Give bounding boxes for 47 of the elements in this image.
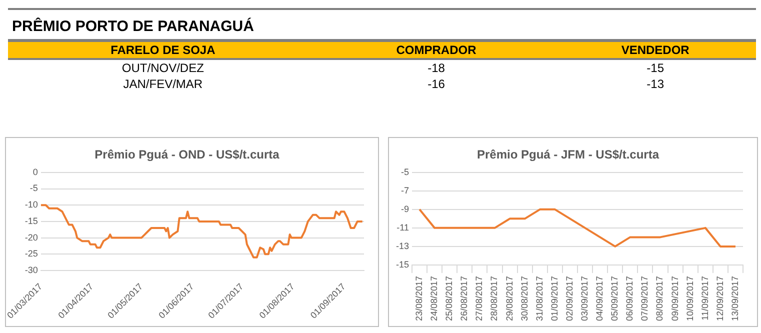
y-tick-label: -11 [396,222,410,232]
y-tick-label: -15 [24,216,38,226]
y-tick-label: -9 [400,204,410,214]
x-tick-label: 11/09/2017 [700,276,710,320]
y-tick-label: -13 [396,240,410,251]
x-tick-label: 03/09/2017 [580,276,590,322]
x-tick-label: 09/09/2017 [670,276,680,322]
x-tick-label: 06/09/2017 [624,276,635,322]
chart-title: Prêmio Pguá - JFM - US$/t.curta [476,148,660,162]
chart-title: Prêmio Pguá - OND - US$/t.curta [94,148,280,162]
category-label: OUT/NOV/DEZ [120,60,205,76]
x-tick-label: 27/08/2017 [474,276,484,322]
y-tick-label: -20 [24,232,38,242]
y-tick-label: -30 [24,264,38,275]
data-label: -13 [646,76,665,92]
x-tick-label: 13/09/2017 [730,276,740,322]
data-label: -16 [426,76,446,92]
x-tick-label: 31/08/2017 [534,276,544,322]
y-tick-label: -5 [30,183,38,194]
y-tick-label: -15 [396,259,410,270]
x-tick-label: 07/09/2017 [640,276,650,322]
text: VENDEDOR [554,40,756,59]
x-tick-label: 28/08/2017 [489,276,500,322]
y-tick-label: -7 [400,185,410,196]
x-tick-label: 30/08/2017 [519,276,530,322]
category-label: JAN/FEV/MAR [122,76,204,92]
x-tick-label: 08/09/2017 [654,276,665,322]
x-tick-label: 02/09/2017 [564,276,574,322]
y-tick-label: -25 [24,248,38,259]
text: PRÊMIO PORTO DE PARANAGUÁ [12,18,255,35]
y-tick-label: -10 [24,200,38,210]
text: FARELO DE SOJA [8,40,318,59]
x-tick-label: 24/08/2017 [429,276,440,322]
x-tick-label: 26/08/2017 [459,276,470,322]
data-label: -18 [426,60,446,76]
x-tick-label: 04/09/2017 [594,276,605,322]
x-tick-label: 25/08/2017 [444,276,454,322]
x-tick-label: 01/09/2017 [549,276,560,322]
x-tick-label: 23/08/2017 [414,276,424,322]
text: COMPRADOR [318,40,555,59]
y-tick-label: 0 [32,166,38,177]
data-label: -15 [646,60,665,76]
x-tick-label: 12/09/2017 [714,276,725,322]
y-tick-label: -5 [400,166,410,177]
x-tick-label: 05/09/2017 [610,276,620,322]
x-tick-label: 29/08/2017 [504,276,514,322]
x-tick-label: 10/09/2017 [684,276,695,322]
